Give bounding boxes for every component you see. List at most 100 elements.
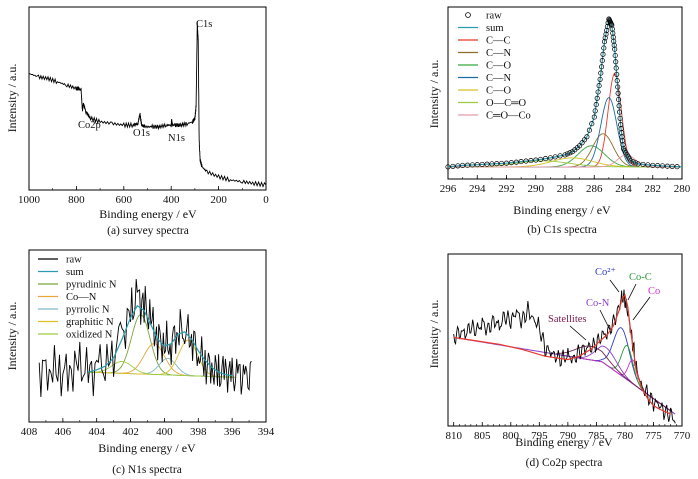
legend-label-b: C—O (486, 86, 512, 97)
arrow-satellites (569, 325, 587, 341)
raw-point-b (577, 143, 583, 149)
raw-point-b (584, 134, 590, 140)
legend-label-b: C—N (486, 73, 512, 84)
raw-point-b (567, 150, 573, 156)
xticks-c: 408 406 404 402 400 398 396 394 (21, 418, 275, 438)
raw-point-b (591, 114, 597, 120)
raw-point-b (494, 161, 500, 167)
annotation-c1s: C1s (196, 19, 212, 30)
xticks-d: 810 805 800 795 790 785 780 775 770 (445, 422, 691, 442)
raw-point-b (542, 156, 549, 162)
raw-point-b (614, 71, 620, 77)
raw-point-b (618, 122, 624, 128)
xtick-label-b: 296 (440, 183, 457, 195)
arrow-co (632, 296, 651, 321)
raw-point-b (604, 24, 610, 30)
xlabel-a: Binding energy / eV (99, 207, 197, 221)
ylabel-d: Intensity / a.u. (427, 300, 441, 369)
arrow-co-c (627, 283, 637, 301)
raw-point-b (599, 64, 605, 70)
raw-point-b (445, 164, 451, 170)
annotation-co-c: Co-C (629, 272, 652, 283)
xlabel-c: Binding energy / eV (98, 441, 196, 455)
ylabel-a: Intensity / a.u. (5, 64, 19, 133)
raw-point-b (611, 38, 617, 44)
raw-point-b (664, 163, 670, 169)
caption-a: (a) survey spectra (107, 225, 189, 237)
raw-point-b (592, 108, 598, 114)
raw-point-b (635, 161, 641, 167)
component-curve-b (448, 133, 682, 168)
raw-point-b (460, 162, 466, 168)
annotations-d: Co²⁺ Co-C Co Co-N Satellites (548, 267, 660, 341)
legend-label-b: C—N (486, 48, 512, 59)
legend-label-b: O—C═O (486, 98, 527, 109)
raw-point-b (604, 27, 610, 33)
annotation-co: Co (648, 286, 660, 297)
annotation-co2plus: Co²⁺ (595, 267, 616, 278)
raw-point-b (614, 78, 620, 84)
raw-point-b (650, 162, 656, 168)
raw-point-b (617, 109, 623, 115)
annotation-o1s: O1s (133, 128, 150, 139)
xtick-label-b: 286 (586, 183, 603, 195)
xtick-label-c: 402 (122, 426, 139, 438)
panel-c: Intensity / a.u. 408 406 404 402 400 398 396 39… (5, 249, 275, 476)
xtick-label-a: 600 (116, 194, 133, 206)
plot-frame-c (28, 249, 267, 423)
raw-point-b (508, 160, 514, 166)
raw-point-b (499, 160, 505, 166)
raw-point-b (603, 31, 609, 37)
raw-point-b (630, 159, 636, 165)
legend-label-b: raw (486, 11, 502, 22)
xtick-label-d: 805 (474, 430, 491, 442)
xtick-label-d: 800 (503, 430, 520, 442)
series-raw-c (38, 278, 252, 398)
raw-point-b (450, 163, 456, 169)
raw-point-b (599, 58, 605, 64)
xtick-label-b: 282 (645, 183, 662, 195)
xtick-label-d: 770 (674, 430, 691, 442)
raw-point-b (616, 103, 622, 109)
raw-point-b (618, 126, 624, 132)
raw-point-b (528, 158, 534, 164)
raw-point-b (589, 121, 595, 127)
xtick-label-a: 1000 (18, 194, 41, 206)
xlabel-b: Binding energy / eV (513, 203, 611, 217)
raw-point-b (669, 163, 675, 169)
annotation-satellites: Satellites (548, 314, 587, 325)
xtick-label-d: 785 (588, 430, 605, 442)
plot-frame-d (447, 253, 683, 427)
xtick-label-c: 404 (88, 426, 105, 438)
legend-label-b: C—O (486, 61, 512, 72)
raw-point-b (605, 20, 611, 26)
caption-b: (b) C1s spectra (527, 224, 597, 236)
raw-point-b (633, 160, 639, 166)
xtick-label-b: 294 (469, 183, 486, 195)
raw-point-b (595, 89, 601, 95)
xtick-label-c: 398 (190, 426, 207, 438)
xtick-label-c: 400 (156, 426, 173, 438)
raw-point-b (617, 115, 623, 121)
raw-point-b (533, 157, 539, 163)
raw-point-b (455, 163, 461, 169)
raw-point-b (593, 102, 599, 108)
xtick-label-d: 790 (560, 430, 577, 442)
xtick-label-b: 288 (557, 183, 574, 195)
raw-point-b (479, 161, 485, 167)
arrow-co2plus (609, 279, 620, 293)
raw-point-b (586, 127, 592, 133)
series-survey (28, 21, 267, 188)
raw-point-b (609, 22, 615, 28)
raw-point-b (615, 84, 621, 90)
raw-point-b (640, 161, 646, 167)
legend-label-b: C═O—Co (486, 111, 531, 122)
legend-label-c: pyrudinic N (66, 280, 117, 291)
components-d (453, 327, 676, 415)
raw-point-b (600, 51, 606, 57)
arrow-co-n (599, 309, 611, 331)
panel-b: Intensity / a.u. 296 294 292 290 288 286 284 28… (427, 6, 691, 236)
raw-point-b (619, 138, 626, 144)
